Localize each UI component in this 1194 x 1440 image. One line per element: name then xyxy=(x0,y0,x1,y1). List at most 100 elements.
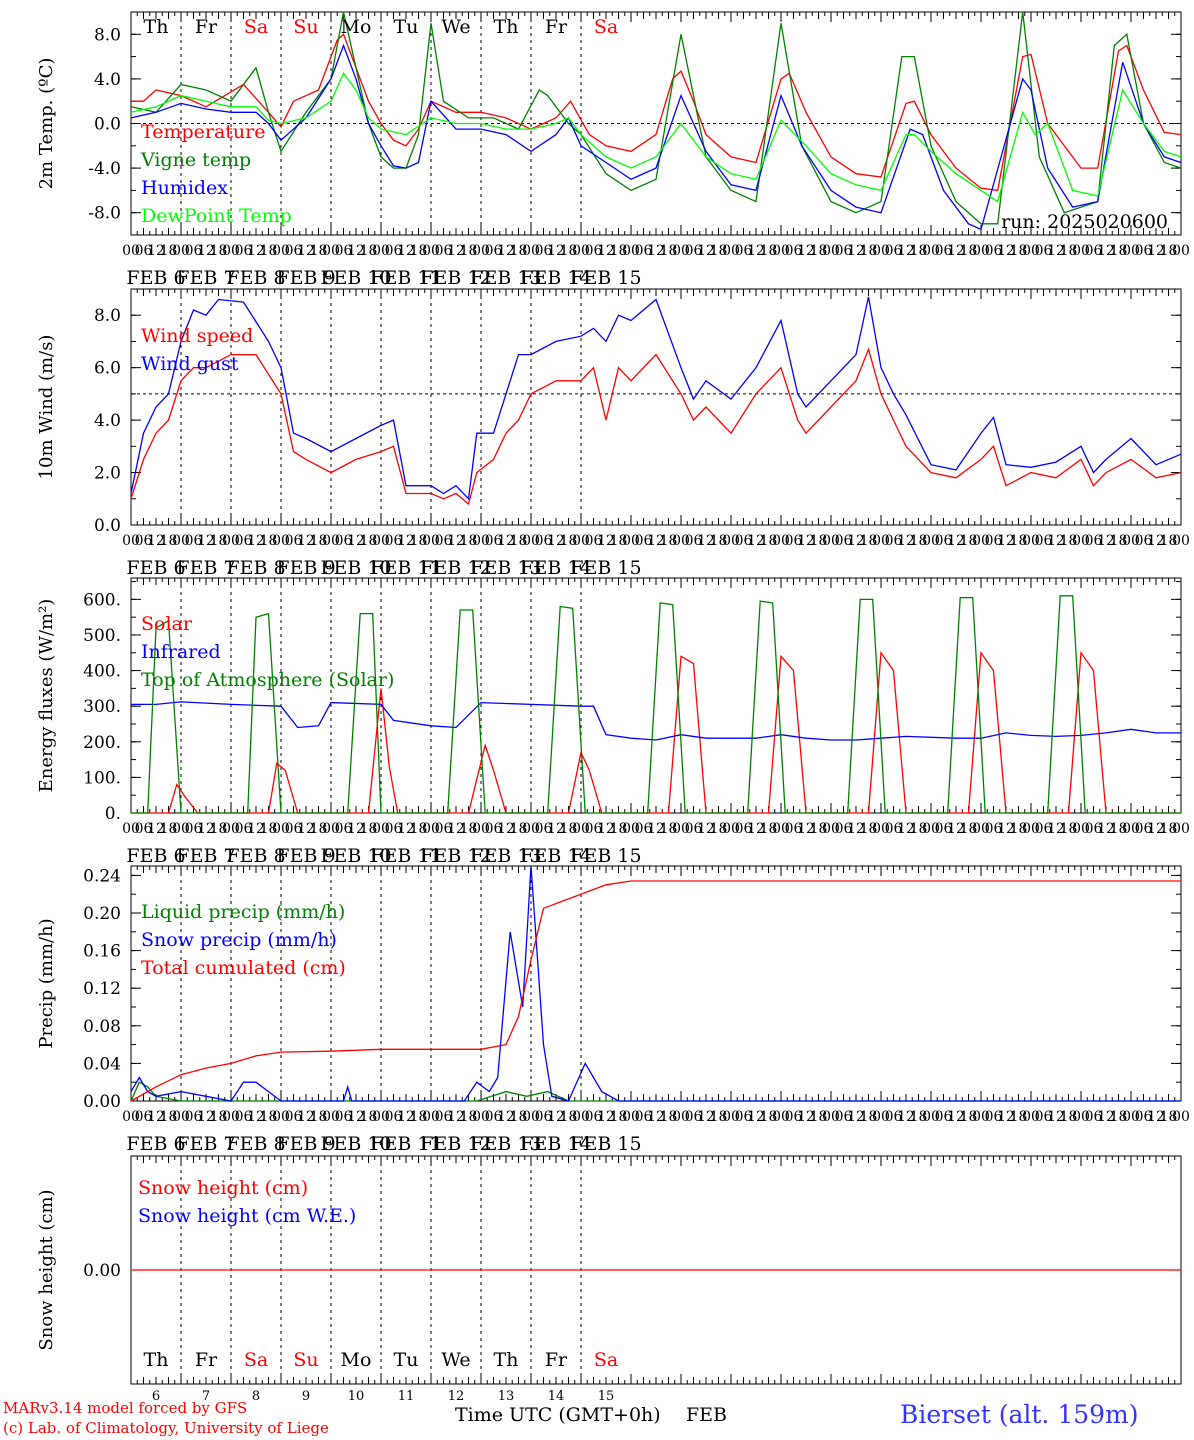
date-label: FEB 15 xyxy=(570,557,641,579)
hour-label: 12 xyxy=(347,243,365,259)
hour-label: 12 xyxy=(147,1109,165,1125)
date-label: FEB 6 xyxy=(126,267,185,289)
hour-label: 06 xyxy=(185,1109,203,1125)
hour-label: 00 xyxy=(572,243,590,259)
hour-label: 00 xyxy=(472,533,490,549)
hour-label: 00 xyxy=(522,533,540,549)
weekday-label: Sa xyxy=(594,1349,618,1371)
day-number: 12 xyxy=(448,1389,465,1404)
hour-label: 12 xyxy=(797,243,815,259)
panel-snow xyxy=(130,1155,1182,1385)
hour-label: 12 xyxy=(397,533,415,549)
hour-label: 18 xyxy=(210,1109,228,1125)
date-label: FEB 8 xyxy=(226,1133,285,1155)
hour-label: 12 xyxy=(247,533,265,549)
hour-label: 06 xyxy=(635,821,653,837)
date-label: FEB 6 xyxy=(126,557,185,579)
hour-label: 06 xyxy=(985,533,1003,549)
series-line-vigne-temp xyxy=(130,11,1182,225)
date-label: FEB 15 xyxy=(570,267,641,289)
hour-label: 12 xyxy=(497,1109,515,1125)
hour-label: 06 xyxy=(135,243,153,259)
hour-label: 18 xyxy=(610,821,628,837)
hour-label: 06 xyxy=(185,243,203,259)
hour-label: 18 xyxy=(510,1109,528,1125)
hour-label: 12 xyxy=(1047,243,1065,259)
hour-label: 00 xyxy=(822,243,840,259)
hour-label: 06 xyxy=(885,243,903,259)
hour-label: 00 xyxy=(622,243,640,259)
hour-label: 00 xyxy=(1122,533,1140,549)
hour-label: 06 xyxy=(485,533,503,549)
legend-entry: Liquid precip (mm/h) xyxy=(141,901,345,923)
hour-label: 18 xyxy=(710,243,728,259)
weekday-label: Mo xyxy=(341,1349,372,1371)
hour-label: 18 xyxy=(160,1109,178,1125)
hour-label: 00 xyxy=(422,533,440,549)
series-line-top-of-atmosphere-solar- xyxy=(131,595,1181,814)
day-number: 13 xyxy=(498,1389,515,1404)
date-label: FEB 12 xyxy=(420,1133,491,1155)
hour-label: 06 xyxy=(985,243,1003,259)
hour-label: 18 xyxy=(910,821,928,837)
hour-label: 18 xyxy=(360,243,378,259)
date-label: FEB 7 xyxy=(176,845,235,867)
hour-label: 06 xyxy=(535,821,553,837)
hour-label: 18 xyxy=(810,533,828,549)
hour-label: 12 xyxy=(697,243,715,259)
hour-label: 06 xyxy=(635,1109,653,1125)
hour-label: 18 xyxy=(160,243,178,259)
hour-label: 06 xyxy=(935,821,953,837)
date-label: FEB 12 xyxy=(420,557,491,579)
weekday-label: Fr xyxy=(195,16,218,38)
hour-label: 12 xyxy=(697,533,715,549)
weekday-label: Su xyxy=(293,16,318,38)
hour-label: 12 xyxy=(897,243,915,259)
y-tick-label: 0.12 xyxy=(83,979,121,999)
hour-label: 00 xyxy=(822,1109,840,1125)
hour-label: 18 xyxy=(210,821,228,837)
hour-label: 06 xyxy=(135,821,153,837)
hour-label: 06 xyxy=(885,1109,903,1125)
hour-label: 18 xyxy=(810,243,828,259)
date-label: FEB 9 xyxy=(276,557,335,579)
hour-label: 18 xyxy=(210,243,228,259)
hour-label: 12 xyxy=(297,243,315,259)
hour-label: 00 xyxy=(672,533,690,549)
hour-label: 06 xyxy=(835,533,853,549)
hour-label: 12 xyxy=(997,533,1015,549)
date-label: FEB 13 xyxy=(470,1133,541,1155)
legend-entry: DewPoint Temp xyxy=(141,205,292,227)
hour-label: 18 xyxy=(560,821,578,837)
hour-label: 00 xyxy=(922,821,940,837)
panel-energy xyxy=(130,577,1182,814)
hour-label: 18 xyxy=(1060,533,1078,549)
hour-label: 12 xyxy=(747,1109,765,1125)
hour-label: 06 xyxy=(185,821,203,837)
hour-label: 00 xyxy=(922,243,940,259)
hour-label: 06 xyxy=(735,821,753,837)
hour-label: 12 xyxy=(647,533,665,549)
hour-label: 18 xyxy=(660,1109,678,1125)
day-number: 9 xyxy=(302,1389,310,1404)
hour-label: 00 xyxy=(722,533,740,549)
hour-label: 00 xyxy=(1122,1109,1140,1125)
hour-label: 12 xyxy=(547,243,565,259)
hour-label: 00 xyxy=(572,533,590,549)
y-axis-label: 10m Wind (m/s) xyxy=(36,335,57,480)
hour-label: 06 xyxy=(685,243,703,259)
hour-label: 18 xyxy=(1010,1109,1028,1125)
date-label: FEB 14 xyxy=(520,1133,591,1155)
hour-label: 06 xyxy=(785,821,803,837)
run-annotation: run: 2025020600 xyxy=(1001,211,1168,233)
hour-label: 12 xyxy=(247,243,265,259)
hour-label: 12 xyxy=(1097,243,1115,259)
date-label: FEB 11 xyxy=(370,1133,441,1155)
hour-label: 12 xyxy=(397,1109,415,1125)
day-number: 6 xyxy=(152,1389,160,1404)
hour-label: 12 xyxy=(897,821,915,837)
hour-label: 18 xyxy=(760,821,778,837)
hour-label: 18 xyxy=(1110,1109,1128,1125)
date-label: FEB 13 xyxy=(470,845,541,867)
hour-label: 06 xyxy=(435,243,453,259)
